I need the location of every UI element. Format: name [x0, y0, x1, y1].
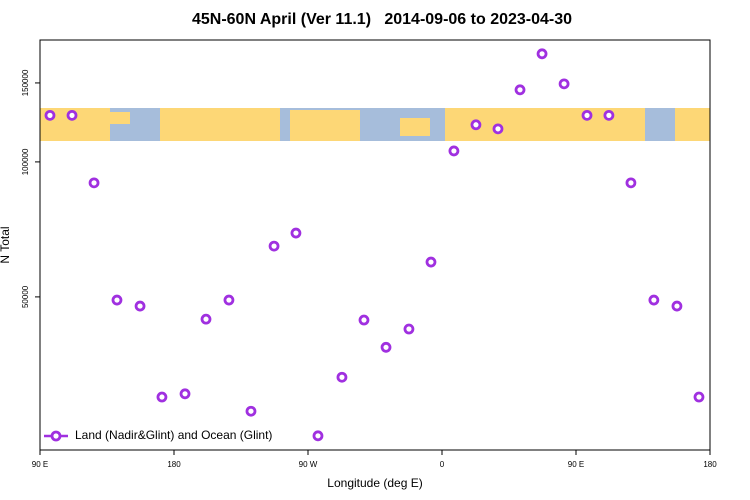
x-tick-label: 0 — [440, 460, 445, 469]
data-point — [245, 405, 257, 417]
legend-item: Land (Nadir&Glint) and Ocean (Glint) — [44, 428, 272, 442]
data-point — [268, 240, 280, 252]
legend-label: Land (Nadir&Glint) and Ocean (Glint) — [75, 428, 272, 442]
y-tick-label: 150000 — [21, 69, 30, 96]
data-point — [44, 109, 56, 121]
data-point — [179, 388, 191, 400]
x-tick-label: 90 E — [32, 460, 48, 469]
data-point — [200, 313, 212, 325]
data-point — [603, 109, 615, 121]
data-point — [536, 48, 548, 60]
data-point — [156, 391, 168, 403]
data-point — [558, 78, 570, 90]
data-point — [693, 391, 705, 403]
plot-frame — [39, 39, 711, 451]
x-tick-label: 90 W — [299, 460, 318, 469]
data-point — [648, 294, 660, 306]
data-point — [425, 256, 437, 268]
x-tick-label: 180 — [703, 460, 717, 469]
data-point — [671, 300, 683, 312]
data-point — [514, 84, 526, 96]
data-point — [312, 430, 324, 442]
data-point — [111, 294, 123, 306]
x-tick-label: 180 — [167, 460, 181, 469]
legend-marker — [50, 430, 62, 442]
data-point — [290, 227, 302, 239]
data-point — [492, 123, 504, 135]
y-tick-label: 50000 — [21, 285, 30, 308]
chart-title: 45N-60N April (Ver 11.1) 2014-09-06 to 2… — [192, 11, 572, 28]
data-point — [88, 177, 100, 189]
data-point — [470, 119, 482, 131]
data-point — [134, 300, 146, 312]
data-point — [380, 341, 392, 353]
data-point — [223, 294, 235, 306]
y-tick-label: 100000 — [21, 148, 30, 175]
data-point — [358, 314, 370, 326]
data-point — [66, 109, 78, 121]
y-axis-label: N Total — [0, 226, 12, 263]
data-point — [581, 109, 593, 121]
data-point — [336, 371, 348, 383]
data-point — [625, 177, 637, 189]
x-axis-label: Longitude (deg E) — [327, 476, 422, 490]
data-point — [403, 323, 415, 335]
x-tick-label: 90 E — [568, 460, 584, 469]
data-point — [448, 145, 460, 157]
